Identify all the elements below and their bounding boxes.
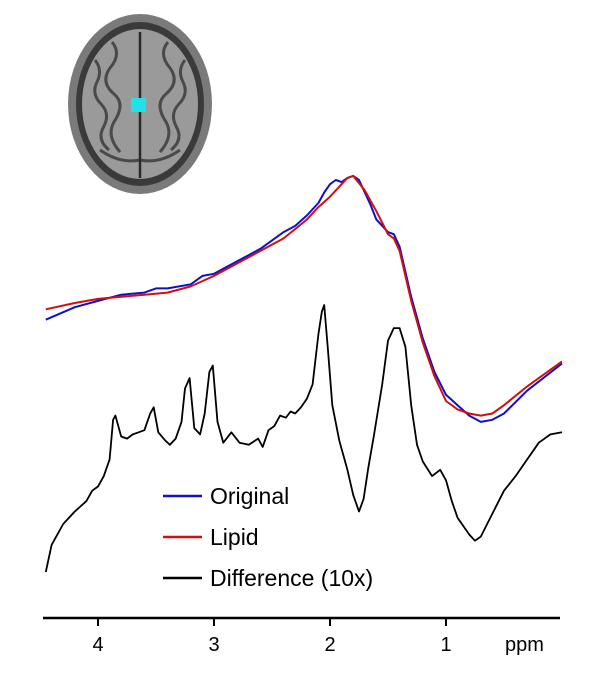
voxel-marker xyxy=(131,98,146,112)
series-line-original xyxy=(45,174,563,423)
legend-label-difference: Difference (10x) xyxy=(210,565,373,591)
x-tick-label: 2 xyxy=(324,634,335,656)
x-tick-label: 3 xyxy=(208,634,219,656)
brain-mri-inset xyxy=(68,14,212,194)
series-line-lipid xyxy=(45,174,563,417)
x-axis: 4 3 2 1 xyxy=(43,616,560,656)
legend-label-lipid: Lipid xyxy=(210,524,259,550)
series-line-difference xyxy=(44,304,563,573)
x-tick-label: 1 xyxy=(440,634,451,656)
x-axis-label: ppm xyxy=(505,634,544,656)
legend-label-original: Original xyxy=(210,483,289,509)
legend: Original Lipid Difference (10x) xyxy=(163,483,373,591)
x-tick-label: 4 xyxy=(92,634,103,656)
